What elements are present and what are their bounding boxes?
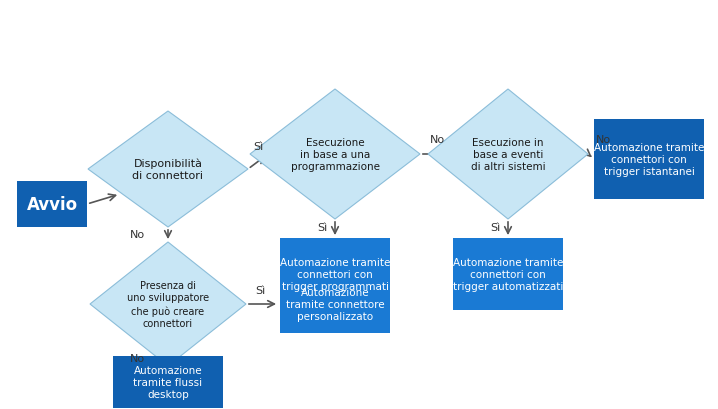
Text: Sì: Sì <box>253 142 263 152</box>
Polygon shape <box>250 90 420 220</box>
Text: Sì: Sì <box>490 222 500 232</box>
Text: Sì: Sì <box>255 285 265 295</box>
Text: Automazione
tramite flussi
desktop: Automazione tramite flussi desktop <box>134 365 202 400</box>
FancyBboxPatch shape <box>594 120 704 200</box>
Text: Esecuzione
in base a una
programmazione: Esecuzione in base a una programmazione <box>291 137 380 172</box>
Polygon shape <box>88 112 248 227</box>
Text: Automazione tramite
connettori con
trigger automatizzati: Automazione tramite connettori con trigg… <box>453 257 563 292</box>
Text: Presenza di
uno sviluppatore
che può creare
connettori: Presenza di uno sviluppatore che può cre… <box>127 281 209 328</box>
Text: Esecuzione in
base a eventi
di altri sistemi: Esecuzione in base a eventi di altri sis… <box>471 137 545 172</box>
FancyBboxPatch shape <box>280 275 390 333</box>
Text: Disponibilità
di connettori: Disponibilità di connettori <box>133 158 203 181</box>
Text: No: No <box>429 135 444 145</box>
Text: Avvio: Avvio <box>27 196 78 213</box>
FancyBboxPatch shape <box>280 238 390 310</box>
Text: Automazione tramite
connettori con
trigger programmati: Automazione tramite connettori con trigg… <box>280 257 390 292</box>
Polygon shape <box>90 243 246 366</box>
Polygon shape <box>428 90 588 220</box>
FancyBboxPatch shape <box>113 356 223 408</box>
FancyBboxPatch shape <box>453 238 563 310</box>
Text: Automazione
tramite connettore
personalizzato: Automazione tramite connettore personali… <box>286 287 384 321</box>
Text: No: No <box>129 229 144 239</box>
Text: No: No <box>129 353 144 363</box>
Text: Sì: Sì <box>317 222 327 232</box>
Bar <box>17 182 87 227</box>
Text: Automazione tramite
connettori con
trigger istantanei: Automazione tramite connettori con trigg… <box>594 142 704 177</box>
Text: No: No <box>595 135 610 145</box>
